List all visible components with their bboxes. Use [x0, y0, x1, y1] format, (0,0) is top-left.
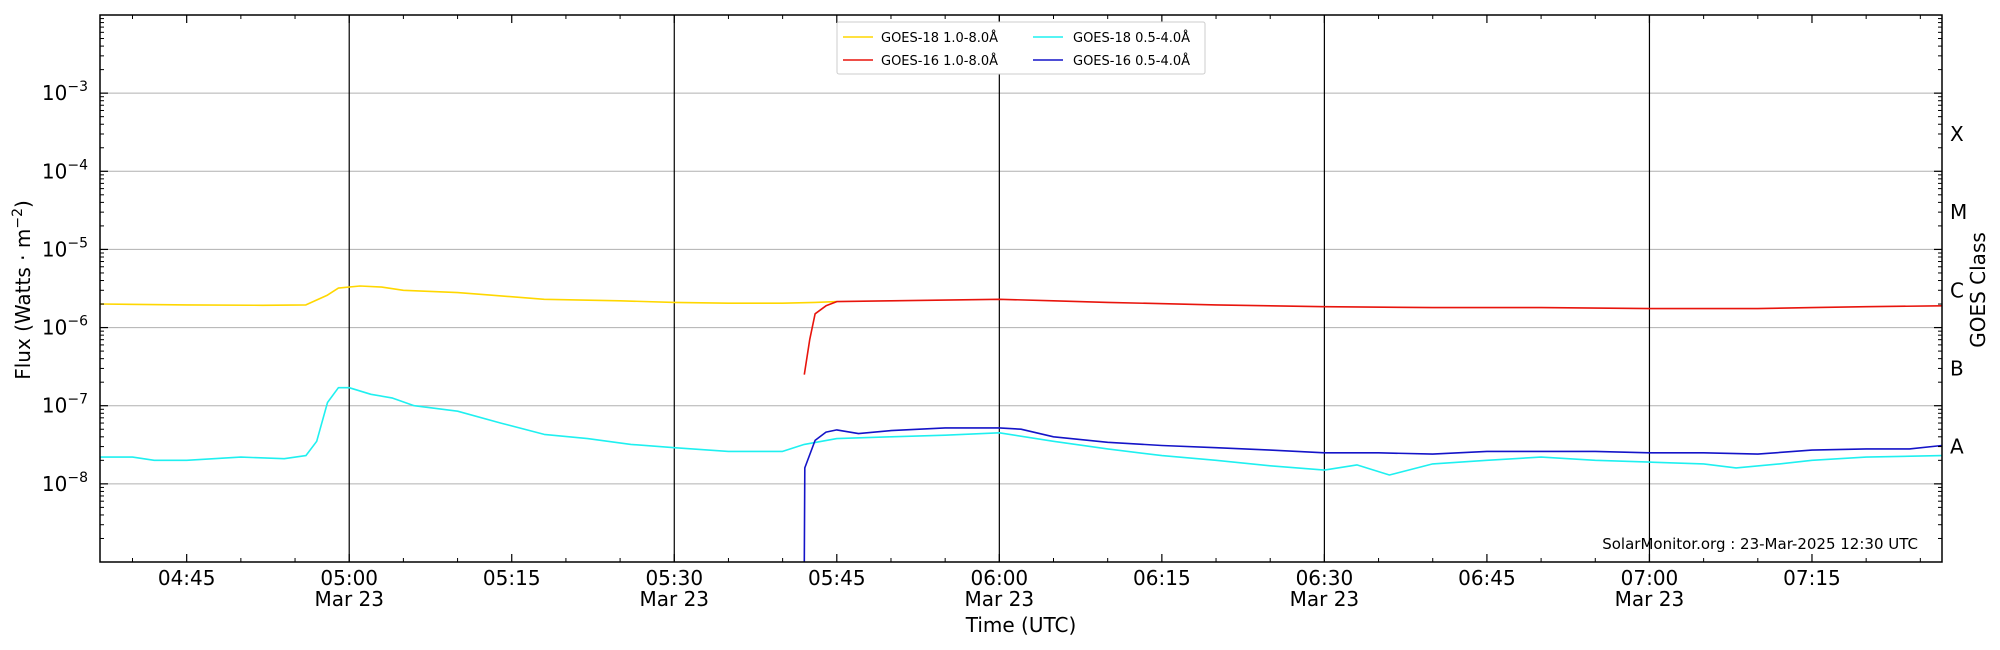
plot-frame	[99, 14, 1943, 563]
series-goes-18-0-5-4-0	[100, 386, 1942, 476]
x-tick-label: 05:45	[808, 566, 866, 590]
series-goes-16-0-5-4-0	[803, 427, 1942, 562]
y-axis-title-main: Flux (Watts · m	[11, 229, 35, 380]
legend-label-goes18-short: GOES-18 0.5-4.0Å	[1073, 30, 1190, 46]
grid-lines	[100, 92, 1942, 485]
x-tick-label: 06:30	[1296, 566, 1354, 590]
x-tick-label: 06:45	[1458, 566, 1516, 590]
goes-class-c: C	[1950, 278, 1964, 302]
y-axis-title-exponent: −2	[10, 208, 26, 229]
x-tick-label: 04:45	[158, 566, 216, 590]
goes-class-b: B	[1950, 356, 1964, 380]
y-tick-label: 10−4	[42, 157, 88, 183]
x-tick-date-label: Mar 23	[314, 587, 384, 611]
legend-box	[836, 21, 1206, 75]
x-tick-label: 05:00	[320, 566, 378, 590]
legend-label-goes18-long: GOES-18 1.0-8.0Å	[881, 30, 998, 46]
y-axis-title: Flux (Watts · m−2)	[10, 200, 35, 380]
series-goes-16-1-0-8-0	[803, 298, 1942, 375]
x-tick-date-label: Mar 23	[1290, 587, 1360, 611]
x-tick-label: 05:15	[483, 566, 541, 590]
y-tick-label: 10−3	[42, 79, 88, 105]
legend-label-goes16-short: GOES-16 0.5-4.0Å	[1073, 53, 1190, 69]
y-tick-label: 10−7	[42, 392, 88, 418]
x-tick-label: 06:15	[1133, 566, 1191, 590]
y-tick-label: 10−8	[42, 470, 88, 496]
goes-class-labels: A B C M X	[1950, 122, 1967, 459]
goes-class-x: X	[1950, 122, 1964, 146]
series-lines	[100, 285, 1942, 562]
y-axis-title-close: )	[11, 200, 35, 208]
legend: GOES-18 1.0-8.0Å GOES-16 1.0-8.0Å GOES-1…	[836, 21, 1206, 75]
x-tick-label: 07:15	[1783, 566, 1841, 590]
y-tick-label: 10−5	[42, 235, 88, 261]
x-tick-label: 07:00	[1621, 566, 1679, 590]
x-tick-date-label: Mar 23	[965, 587, 1035, 611]
x-axis-title: Time (UTC)	[965, 613, 1077, 637]
x-tick-date-label: Mar 23	[1615, 587, 1685, 611]
goes-class-a: A	[1950, 435, 1964, 459]
day-vertical-lines	[348, 15, 1651, 562]
y-tick-label: 10−6	[42, 314, 88, 340]
goes-class-m: M	[1950, 200, 1967, 224]
x-tick-label: 06:00	[971, 566, 1029, 590]
series-goes-18-1-0-8-0	[100, 285, 837, 307]
right-axis-title: GOES Class	[1966, 232, 1990, 348]
x-tick-label: 05:30	[645, 566, 703, 590]
y-axis-ticks: 10−3 10−4 10−5 10−6 10−7 10−8	[42, 18, 1942, 539]
x-tick-date-label: Mar 23	[639, 587, 709, 611]
legend-label-goes16-long: GOES-16 1.0-8.0Å	[881, 53, 998, 69]
credit-text: SolarMonitor.org : 23-Mar-2025 12:30 UTC	[1602, 535, 1918, 553]
